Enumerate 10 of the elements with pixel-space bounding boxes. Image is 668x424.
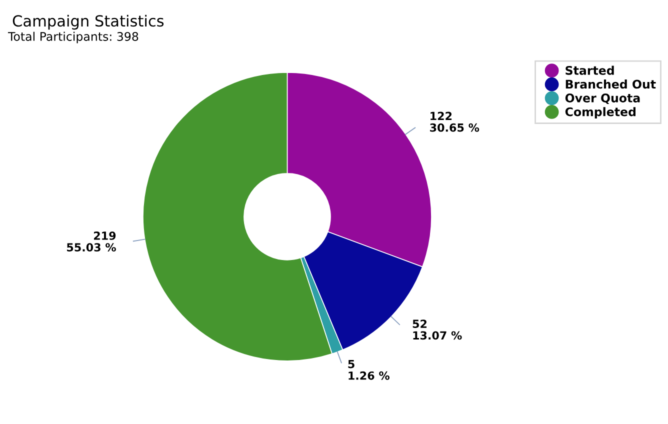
legend-label: Branched Out <box>566 80 656 89</box>
chart-subtitle: Total Participants: 398 <box>8 32 138 44</box>
legend-label: Completed <box>565 107 636 119</box>
chart-title: Campaign Statistics <box>12 14 164 30</box>
legend-label: Started <box>566 66 614 75</box>
data-label: 52 13.07 % <box>412 320 462 340</box>
data-label: 122 30.65 % <box>430 112 480 132</box>
data-label: 219 55.03 % <box>67 232 116 252</box>
data-label: 5 1.26 % <box>348 360 390 380</box>
legend-label: Over Quota <box>565 94 640 104</box>
